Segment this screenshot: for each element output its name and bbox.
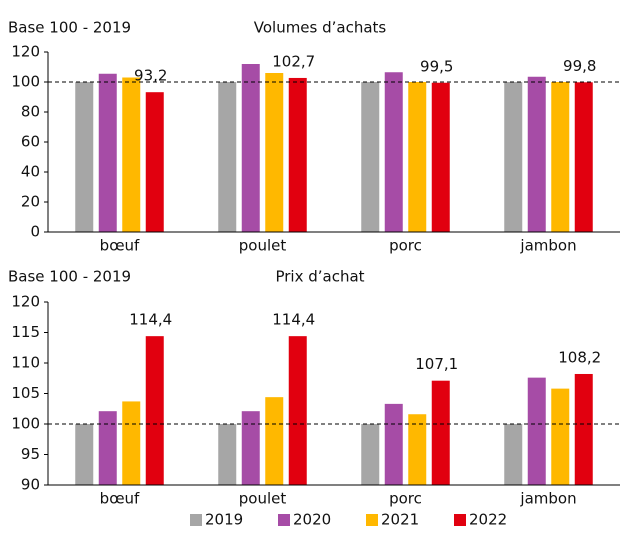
bar: 2020 [384, 72, 403, 232]
y-tick-label: 115 [11, 323, 40, 341]
bar: 2022 [574, 373, 593, 485]
value-label: 108,2 [558, 348, 601, 366]
value-label: 93,2 [134, 67, 167, 85]
bar: 2022 [288, 77, 307, 232]
bar: 2020 [98, 73, 117, 232]
y-tick-label: 90 [21, 476, 40, 494]
bar: 2020 [241, 411, 260, 485]
bar: 2021 [551, 388, 570, 485]
value-label: 99,8 [563, 57, 596, 75]
legend-label: 2019 [205, 511, 243, 529]
y-tick-label: 60 [21, 133, 40, 151]
bar: 2019 [361, 82, 380, 232]
bar: 2019 [75, 424, 94, 485]
y-tick-label: 100 [11, 415, 40, 433]
legend-swatch [190, 514, 202, 526]
y-axis-label: Base 100 - 2019 [8, 268, 131, 286]
y-tick-label: 120 [11, 43, 40, 61]
bar: 2022 [431, 82, 450, 232]
bar: 2020 [98, 411, 117, 485]
bar: 2019 [218, 82, 237, 232]
bar: 2021 [265, 73, 284, 232]
x-tick-label: porc [389, 490, 422, 508]
y-tick-label: 40 [21, 163, 40, 181]
bar: 2022 [431, 380, 450, 485]
bar: 2020 [527, 377, 546, 485]
y-axis-label: Base 100 - 2019 [8, 19, 131, 37]
legend-swatch [278, 514, 290, 526]
bar: 2019 [504, 82, 523, 232]
x-tick-label: poulet [239, 237, 287, 255]
bar: 2021 [122, 401, 141, 485]
y-tick-label: 95 [21, 445, 40, 463]
legend-label: 2020 [293, 511, 331, 529]
y-tick-label: 0 [30, 223, 40, 241]
legend-swatch [366, 514, 378, 526]
x-tick-label: jambon [519, 490, 576, 508]
bar: 2022 [145, 92, 164, 232]
y-tick-label: 105 [11, 384, 40, 402]
value-label: 102,7 [272, 52, 315, 70]
bar: 2021 [408, 414, 427, 485]
bar: 2019 [75, 82, 94, 232]
value-label: 107,1 [415, 355, 458, 373]
y-tick-label: 100 [11, 73, 40, 91]
bar: 2020 [384, 403, 403, 485]
chart-title: Volumes d’achats [254, 19, 387, 37]
legend-label: 2022 [469, 511, 507, 529]
x-tick-label: porc [389, 237, 422, 255]
legend-label: 2021 [381, 511, 419, 529]
bar: 2020 [527, 76, 546, 232]
legend-swatch [454, 514, 466, 526]
value-label: 114,4 [129, 311, 172, 329]
x-tick-label: poulet [239, 490, 287, 508]
value-label: 99,5 [420, 57, 453, 75]
chart-title: Prix d’achat [275, 268, 364, 286]
y-tick-label: 120 [11, 293, 40, 311]
bar: 2021 [551, 82, 570, 232]
bar: 2022 [574, 82, 593, 232]
bar: 2019 [504, 424, 523, 485]
bar: 2019 [218, 424, 237, 485]
x-tick-label: bœuf [100, 237, 140, 255]
bar: 2019 [361, 424, 380, 485]
y-tick-label: 110 [11, 354, 40, 372]
bar: 2021 [408, 82, 427, 232]
y-tick-label: 80 [21, 103, 40, 121]
y-tick-label: 20 [21, 193, 40, 211]
x-tick-label: bœuf [100, 490, 140, 508]
x-tick-label: jambon [519, 237, 576, 255]
bar: 2021 [265, 397, 284, 485]
bar: 2022 [145, 336, 164, 485]
bar: 2022 [288, 336, 307, 485]
bar: 2021 [122, 77, 141, 232]
bar: 2020 [241, 64, 260, 232]
value-label: 114,4 [272, 311, 315, 329]
